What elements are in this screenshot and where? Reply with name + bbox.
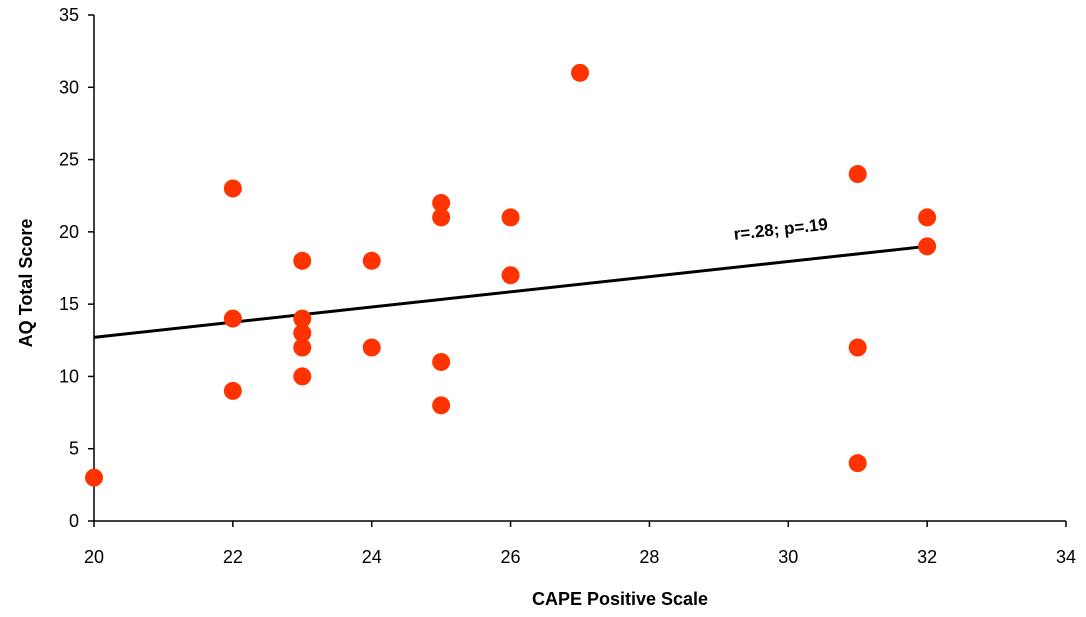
data-point (848, 454, 867, 473)
data-point (293, 367, 312, 386)
data-point (223, 381, 242, 400)
y-tick-label: 10 (59, 366, 79, 386)
data-point (432, 352, 451, 371)
y-tick-label: 0 (69, 511, 79, 531)
data-point (918, 237, 937, 256)
trendline-group (93, 244, 928, 339)
trendline (93, 244, 928, 339)
data-point (293, 338, 312, 357)
y-tick-label: 5 (69, 439, 79, 459)
correlation-annotation: r=.28; p=.19 (733, 215, 829, 244)
data-point (362, 251, 381, 270)
y-tick-label: 15 (59, 294, 79, 314)
x-tick-label: 30 (778, 547, 798, 567)
data-point (362, 338, 381, 357)
y-tick-label: 20 (59, 222, 79, 242)
y-tick-label: 30 (59, 77, 79, 97)
tick-labels: 0 5 10 15 20 25 30 35 20 22 24 26 28 30 32 34 (59, 5, 1076, 567)
y-tick-label: 25 (59, 150, 79, 170)
data-point (501, 208, 520, 227)
data-point (432, 208, 451, 227)
x-tick-label: 20 (84, 547, 104, 567)
y-axis-title: AQ Total Score (16, 219, 36, 348)
data-point (432, 396, 451, 415)
data-point (293, 251, 312, 270)
data-point (432, 193, 451, 212)
data-point (85, 468, 103, 487)
data-point (918, 208, 937, 227)
x-tick-label: 22 (223, 547, 243, 567)
x-tick-label: 26 (501, 547, 521, 567)
data-point (571, 63, 589, 82)
data-point (501, 266, 520, 285)
data-point (848, 165, 867, 184)
x-tick-label: 24 (362, 547, 382, 567)
data-points (85, 63, 937, 487)
data-point (223, 179, 242, 198)
x-tick-label: 28 (639, 547, 659, 567)
x-axis-title: CAPE Positive Scale (532, 589, 708, 609)
x-tick-label: 34 (1056, 547, 1076, 567)
data-point (293, 309, 312, 328)
data-point (223, 309, 242, 328)
data-point (293, 324, 312, 343)
x-tick-label: 32 (917, 547, 937, 567)
y-tick-label: 35 (59, 5, 79, 25)
axes (88, 14, 1067, 527)
data-point (848, 338, 867, 357)
